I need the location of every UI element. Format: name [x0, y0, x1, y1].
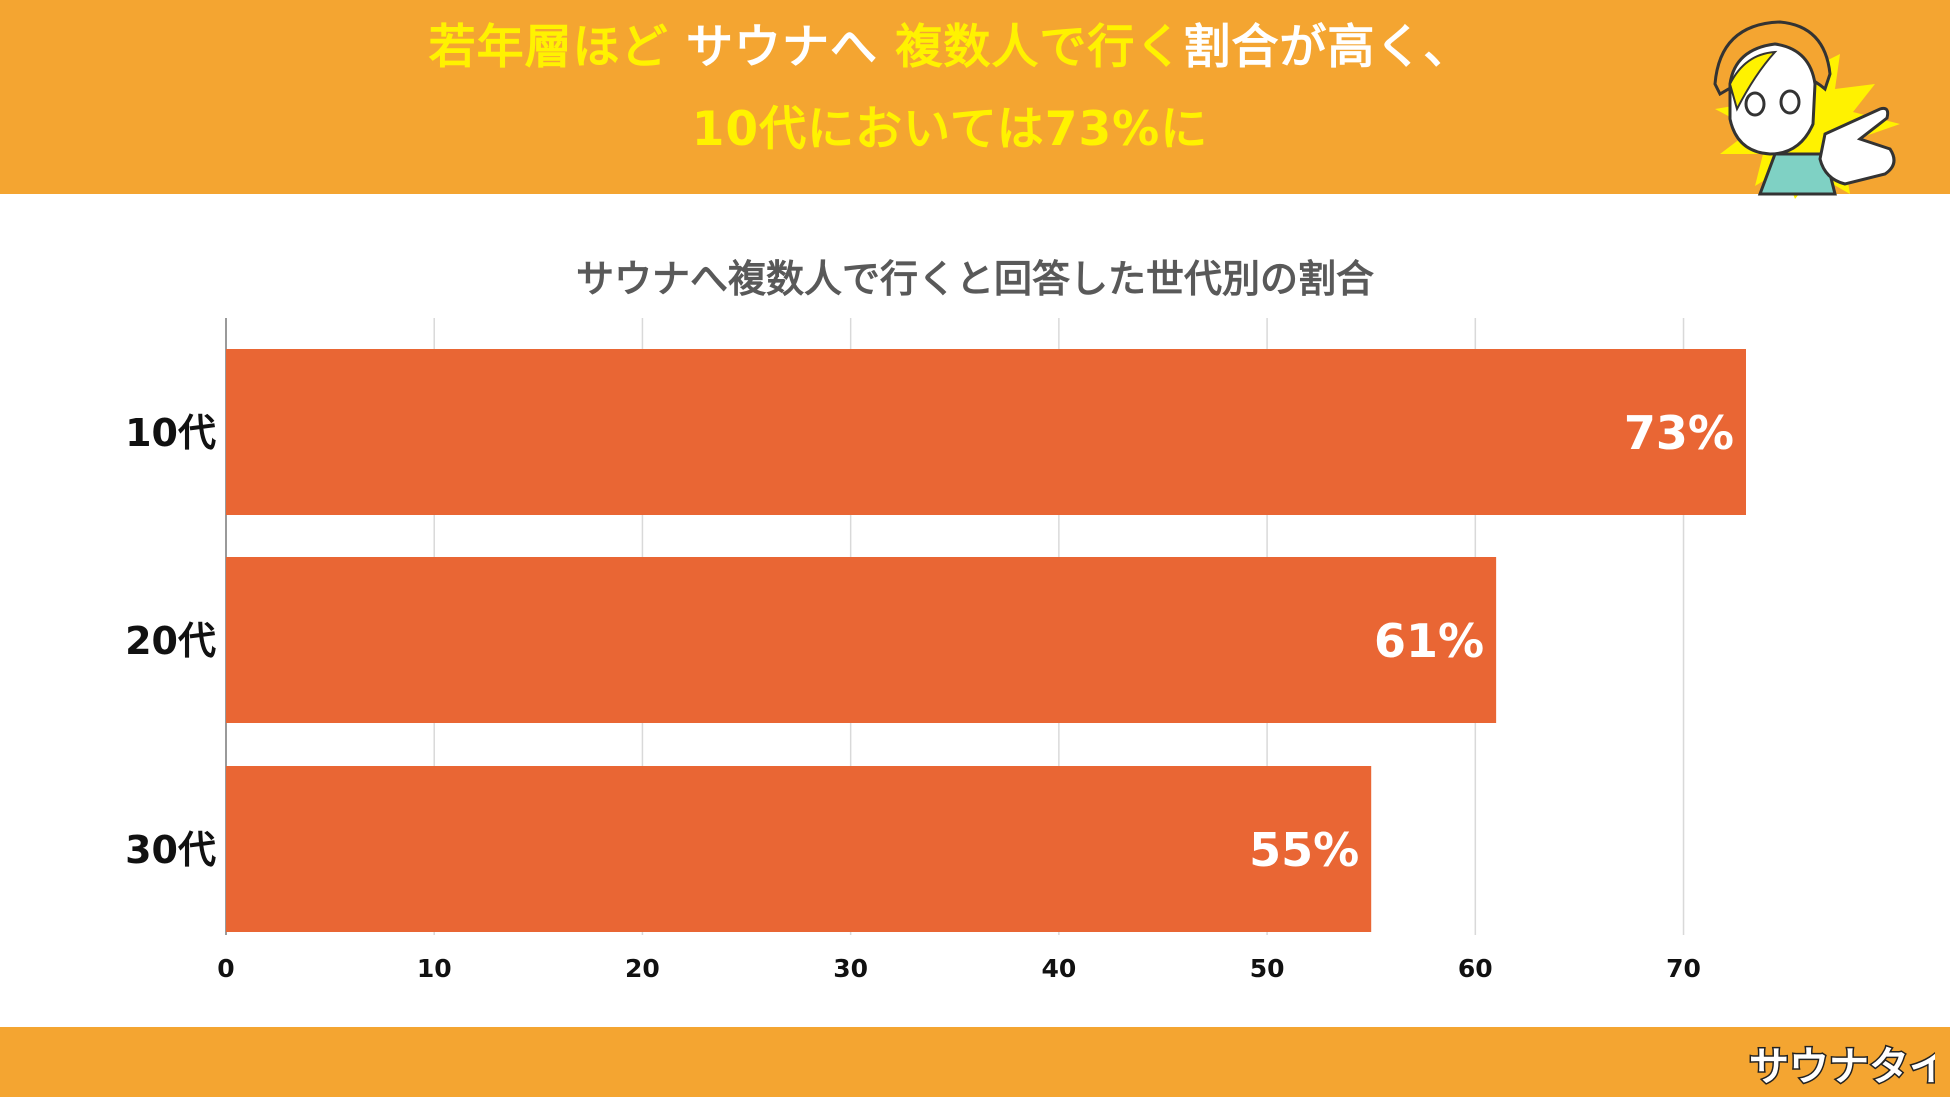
- footer-banner: [0, 1027, 1950, 1097]
- chart-title: サウナへ複数人で行くと回答した世代別の割合: [575, 257, 1374, 301]
- headline-line-2: 10代においては73%に: [0, 100, 1900, 160]
- headline-line-1: 若年層ほど サウナへ 複数人で行く割合が高く、: [0, 18, 1900, 78]
- eye-left-shape: [1744, 91, 1766, 117]
- bar-chart: 0 10 20 30 40 50 60 70 73% 10代 61% 20代 55% 30代: [125, 318, 1746, 983]
- x-tick-label: 0: [217, 954, 234, 983]
- bar: [226, 349, 1746, 515]
- headline-segment: 割合が高く、: [1183, 20, 1472, 75]
- headline-segment: サウナへ: [686, 20, 878, 75]
- category-label: 10代: [125, 411, 216, 455]
- x-tick-label: 30: [833, 954, 868, 983]
- brand-logo-text: サウナタイチ: [1749, 1044, 1935, 1090]
- headline-segment: 10代においては73%に: [691, 102, 1209, 157]
- category-label: 20代: [125, 619, 216, 663]
- brand-logo: サウナタイチ: [1748, 1043, 1936, 1091]
- header-banner: [0, 0, 1950, 194]
- pointing-hand-shape: [1818, 106, 1896, 186]
- bar: [226, 766, 1372, 932]
- bar-data-label: 61%: [1374, 614, 1484, 668]
- category-label: 30代: [125, 828, 216, 872]
- x-tick-label: 20: [625, 954, 660, 983]
- bar-data-label: 73%: [1624, 406, 1734, 460]
- x-tick-label: 40: [1041, 954, 1076, 983]
- x-tick-label: 10: [417, 954, 452, 983]
- mascot-illustration: [1713, 20, 1900, 199]
- headline-segment: 複数人で行く: [895, 20, 1184, 75]
- eye-right-shape: [1779, 89, 1801, 115]
- x-tick-label: 60: [1458, 954, 1493, 983]
- x-tick-label: 50: [1250, 954, 1285, 983]
- bar-data-label: 55%: [1249, 823, 1359, 877]
- x-tick-label: 70: [1666, 954, 1701, 983]
- bar: [226, 557, 1497, 723]
- headline-segment: 若年層ほど: [428, 20, 669, 75]
- hair-shape: [1728, 50, 1778, 112]
- body-shape: [1757, 152, 1837, 196]
